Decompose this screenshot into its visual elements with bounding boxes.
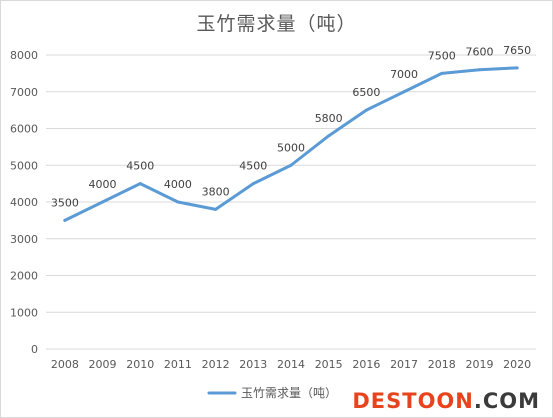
data-label: 5000 bbox=[277, 141, 305, 154]
y-tick-label: 3000 bbox=[10, 233, 38, 246]
data-labels: 3500 4000 4500 4000 3800 4500 5000 5800 6500 7000… bbox=[51, 44, 531, 210]
y-tick-label: 2000 bbox=[10, 270, 38, 283]
y-tick-label: 0 bbox=[31, 343, 38, 356]
data-point bbox=[402, 90, 406, 94]
x-tick-label: 2017 bbox=[390, 358, 418, 371]
data-label: 5800 bbox=[315, 112, 343, 125]
data-label: 7500 bbox=[428, 49, 456, 62]
data-point bbox=[101, 200, 105, 204]
y-tick-label: 6000 bbox=[10, 123, 38, 136]
data-point bbox=[440, 71, 444, 75]
x-tick-label: 2008 bbox=[51, 358, 79, 371]
data-point bbox=[364, 108, 368, 112]
x-tick-label: 2013 bbox=[239, 358, 267, 371]
y-tick-label: 7000 bbox=[10, 86, 38, 99]
x-tick-label: 2015 bbox=[315, 358, 343, 371]
y-tick-label: 1000 bbox=[10, 306, 38, 319]
x-tick-label: 2009 bbox=[89, 358, 117, 371]
y-axis-tick-labels: 0 1000 2000 3000 4000 5000 6000 7000 8000 bbox=[10, 49, 38, 356]
x-tick-label: 2020 bbox=[503, 358, 531, 371]
series-lines bbox=[63, 66, 519, 222]
data-label: 4000 bbox=[164, 178, 192, 191]
data-label: 7600 bbox=[465, 46, 493, 59]
x-axis-tick-labels: 2008 2009 2010 2011 2012 2013 2014 2015 2016 2017… bbox=[51, 358, 531, 371]
x-tick-label: 2014 bbox=[277, 358, 305, 371]
data-point bbox=[138, 182, 142, 186]
x-tick-label: 2016 bbox=[352, 358, 380, 371]
legend: 玉竹需求量（吨） bbox=[207, 386, 337, 400]
watermark-logo: DESTOON.COM bbox=[352, 389, 540, 413]
watermark-suffix: .COM bbox=[473, 389, 540, 413]
chart-title: 玉竹需求量（吨） bbox=[196, 13, 357, 35]
y-tick-label: 8000 bbox=[10, 49, 38, 62]
data-label: 3500 bbox=[51, 196, 79, 209]
watermark-brand: DESTOON bbox=[352, 389, 474, 413]
data-label: 6500 bbox=[352, 86, 380, 99]
data-label: 7000 bbox=[390, 68, 418, 81]
data-label: 3800 bbox=[202, 185, 230, 198]
data-label: 4500 bbox=[126, 160, 154, 173]
x-tick-label: 2012 bbox=[202, 358, 230, 371]
x-tick-label: 2018 bbox=[428, 358, 456, 371]
data-label: 7650 bbox=[503, 44, 531, 57]
data-point bbox=[289, 163, 293, 167]
data-point bbox=[251, 182, 255, 186]
x-tick-label: 2011 bbox=[164, 358, 192, 371]
x-tick-label: 2019 bbox=[465, 358, 493, 371]
y-tick-label: 4000 bbox=[10, 196, 38, 209]
data-label: 4000 bbox=[89, 178, 117, 191]
data-point bbox=[327, 134, 331, 138]
data-point bbox=[515, 66, 519, 70]
y-tick-label: 5000 bbox=[10, 159, 38, 172]
data-point bbox=[63, 218, 67, 222]
x-tick-label: 2010 bbox=[126, 358, 154, 371]
data-point bbox=[214, 207, 218, 211]
data-label: 4500 bbox=[239, 160, 267, 173]
data-point bbox=[176, 200, 180, 204]
gridlines bbox=[46, 54, 536, 350]
legend-label: 玉竹需求量（吨） bbox=[241, 386, 337, 400]
data-point bbox=[477, 68, 481, 72]
